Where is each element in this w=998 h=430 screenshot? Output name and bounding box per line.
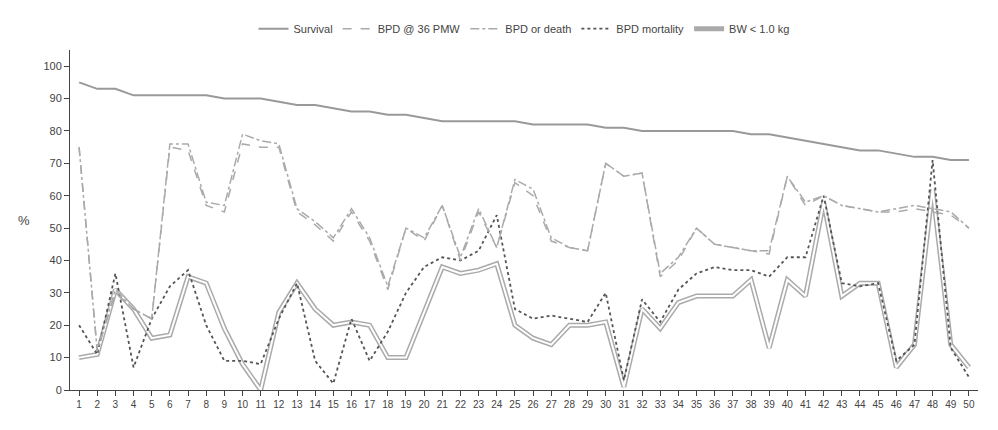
svg-text:4: 4 [131, 399, 137, 410]
svg-text:3: 3 [113, 399, 119, 410]
svg-text:23: 23 [473, 399, 485, 410]
svg-text:19: 19 [400, 399, 412, 410]
svg-text:15: 15 [328, 399, 340, 410]
svg-text:100: 100 [43, 60, 61, 72]
svg-text:10: 10 [50, 351, 62, 363]
svg-text:80: 80 [50, 125, 62, 137]
svg-text:50: 50 [963, 399, 975, 410]
svg-text:48: 48 [927, 399, 939, 410]
svg-text:70: 70 [50, 157, 62, 169]
svg-text:36: 36 [709, 399, 721, 410]
svg-text:1: 1 [76, 399, 82, 410]
svg-text:13: 13 [291, 399, 303, 410]
svg-text:24: 24 [491, 399, 503, 410]
svg-text:BW < 1.0 kg: BW < 1.0 kg [729, 23, 789, 35]
svg-text:21: 21 [437, 399, 449, 410]
svg-text:27: 27 [546, 399, 558, 410]
svg-text:%: % [18, 213, 30, 228]
svg-text:18: 18 [382, 399, 394, 410]
svg-text:20: 20 [50, 319, 62, 331]
svg-text:16: 16 [346, 399, 358, 410]
svg-text:12: 12 [273, 399, 285, 410]
svg-text:35: 35 [691, 399, 703, 410]
svg-text:49: 49 [945, 399, 957, 410]
svg-text:30: 30 [50, 287, 62, 299]
svg-text:26: 26 [528, 399, 540, 410]
svg-text:29: 29 [582, 399, 594, 410]
svg-text:7: 7 [185, 399, 191, 410]
svg-text:50: 50 [50, 222, 62, 234]
svg-text:34: 34 [673, 399, 685, 410]
svg-text:39: 39 [764, 399, 776, 410]
svg-text:47: 47 [909, 399, 921, 410]
svg-text:BPD @ 36 PMW: BPD @ 36 PMW [378, 23, 461, 35]
svg-text:22: 22 [455, 399, 467, 410]
svg-text:37: 37 [727, 399, 739, 410]
svg-text:40: 40 [782, 399, 794, 410]
svg-text:33: 33 [655, 399, 667, 410]
svg-text:Survival: Survival [294, 23, 333, 35]
svg-text:17: 17 [364, 399, 376, 410]
svg-text:6: 6 [167, 399, 173, 410]
svg-text:5: 5 [149, 399, 155, 410]
svg-text:41: 41 [800, 399, 812, 410]
svg-text:31: 31 [618, 399, 630, 410]
svg-text:42: 42 [818, 399, 830, 410]
svg-text:14: 14 [310, 399, 322, 410]
svg-text:60: 60 [50, 190, 62, 202]
svg-text:20: 20 [419, 399, 431, 410]
svg-text:28: 28 [564, 399, 576, 410]
svg-text:10: 10 [237, 399, 249, 410]
svg-text:90: 90 [50, 92, 62, 104]
svg-text:40: 40 [50, 254, 62, 266]
svg-text:45: 45 [873, 399, 885, 410]
svg-text:44: 44 [854, 399, 866, 410]
svg-text:8: 8 [203, 399, 209, 410]
svg-text:30: 30 [600, 399, 612, 410]
svg-text:BPD mortality: BPD mortality [616, 23, 684, 35]
svg-text:25: 25 [509, 399, 521, 410]
svg-text:11: 11 [255, 399, 266, 410]
svg-text:9: 9 [222, 399, 228, 410]
svg-text:BPD or death: BPD or death [505, 23, 571, 35]
svg-text:43: 43 [836, 399, 848, 410]
svg-text:2: 2 [94, 399, 100, 410]
svg-text:32: 32 [636, 399, 648, 410]
svg-text:46: 46 [891, 399, 903, 410]
svg-text:0: 0 [56, 384, 62, 396]
svg-text:38: 38 [745, 399, 757, 410]
